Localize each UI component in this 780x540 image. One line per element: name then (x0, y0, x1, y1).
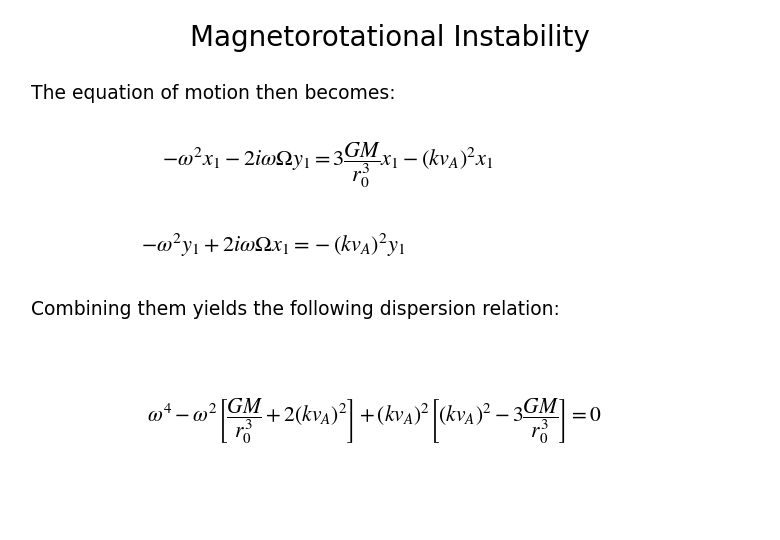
Text: $-\omega^2 y_1 + 2i\omega\Omega x_1 = -(kv_A)^2 y_1$: $-\omega^2 y_1 + 2i\omega\Omega x_1 = -(… (141, 232, 405, 259)
Text: The equation of motion then becomes:: The equation of motion then becomes: (31, 84, 395, 103)
Text: Magnetorotational Instability: Magnetorotational Instability (190, 24, 590, 52)
Text: $-\omega^2 x_1 - 2i\omega\Omega y_1 = 3\dfrac{GM}{r_0^3}x_1 - (kv_A)^2 x_1$: $-\omega^2 x_1 - 2i\omega\Omega y_1 = 3\… (161, 140, 494, 190)
Text: Combining them yields the following dispersion relation:: Combining them yields the following disp… (31, 300, 560, 319)
Text: $\omega^4 - \omega^2\left[\dfrac{GM}{r_0^3} + 2(kv_A)^2\right] + (kv_A)^2\left[(: $\omega^4 - \omega^2\left[\dfrac{GM}{r_0… (147, 396, 601, 446)
